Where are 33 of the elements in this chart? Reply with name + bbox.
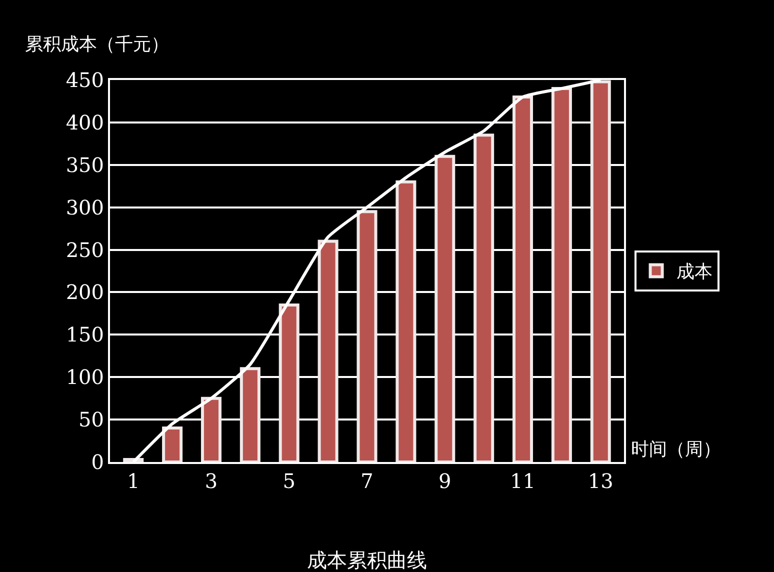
x-tick-label: 1 <box>126 469 140 493</box>
bar <box>240 367 260 462</box>
x-tick-label: 5 <box>282 469 296 493</box>
bar <box>162 426 183 462</box>
y-tick-label: 100 <box>66 365 104 390</box>
y-tick-label: 0 <box>91 450 104 474</box>
bar <box>434 154 456 462</box>
bar <box>318 240 338 462</box>
y-tick-label: 450 <box>66 68 104 92</box>
y-tick-label: 150 <box>66 322 104 347</box>
x-tick-label: 13 <box>588 469 614 493</box>
x-tick-label: 11 <box>510 469 536 493</box>
bar <box>278 303 300 462</box>
text: 成本累积曲线 <box>307 548 427 572</box>
bar <box>512 95 534 462</box>
legend-label: 成本 <box>676 262 712 283</box>
y-tick-label: 200 <box>66 280 104 304</box>
y-tick-label: 250 <box>66 238 104 262</box>
y-tick-label: 50 <box>78 408 104 432</box>
bar <box>200 396 222 462</box>
bar <box>551 86 572 462</box>
bar <box>474 134 494 462</box>
y-tick-label: 300 <box>66 195 104 220</box>
x-tick-label: 7 <box>360 469 374 493</box>
bar <box>590 80 611 462</box>
bar <box>356 210 378 462</box>
x-tick-label: 9 <box>438 469 452 493</box>
bar <box>396 180 416 462</box>
x-tick-label: 3 <box>204 469 218 493</box>
y-tick-label: 400 <box>66 110 104 134</box>
y-tick-label: 350 <box>66 152 104 177</box>
x-axis-title: 时间（周） <box>631 439 721 460</box>
y-axis-title: 累积成本（千元） <box>25 34 169 55</box>
